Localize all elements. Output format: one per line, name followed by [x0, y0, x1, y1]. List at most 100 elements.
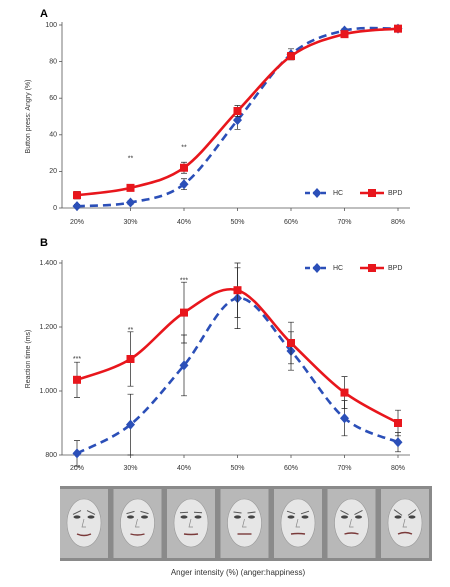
marker [73, 191, 81, 200]
mouth [344, 532, 359, 535]
mouth [397, 531, 413, 535]
x-tick-label: 20% [70, 465, 84, 472]
brow [407, 509, 417, 516]
y-tick-label: 1.000 [39, 388, 57, 395]
face [173, 498, 209, 548]
marker [180, 163, 188, 172]
eye [141, 515, 148, 519]
y-tick-label: 1.400 [39, 260, 57, 267]
marker [126, 419, 135, 430]
eye [234, 515, 241, 519]
marker [287, 339, 295, 347]
nose [81, 518, 86, 528]
brow [393, 509, 403, 516]
y-tick-label: 100 [45, 22, 57, 29]
eye [355, 515, 362, 519]
x-tick-label: 60% [284, 465, 298, 472]
nose [349, 518, 354, 528]
marker [73, 375, 81, 384]
significance-label: *** [180, 277, 188, 284]
marker [340, 30, 349, 39]
face [66, 498, 102, 548]
brow [126, 510, 135, 515]
brow [86, 510, 96, 515]
legend-label: HC [333, 190, 343, 197]
marker [233, 115, 242, 126]
marker [179, 360, 189, 371]
nose [295, 518, 300, 528]
nose [135, 518, 140, 528]
brow [300, 510, 310, 515]
brow [233, 511, 242, 514]
x-tick-label: 40% [177, 465, 191, 472]
significance-label: ** [181, 144, 187, 151]
mouth [76, 533, 92, 537]
legend-label: BPD [388, 190, 402, 197]
eye [287, 515, 295, 519]
y-tick-label: 800 [45, 452, 57, 459]
mouth [130, 533, 145, 536]
x-tick-label: 70% [337, 465, 351, 472]
marker [233, 107, 242, 116]
y-axis-label: Reaction time (ms) [25, 330, 32, 389]
x-tick-label: 40% [177, 219, 191, 226]
x-tick-label: 80% [391, 219, 405, 226]
brow [340, 509, 349, 516]
eye [127, 515, 134, 519]
mouth [183, 533, 199, 536]
y-axis-label: Button press: Angry (%) [25, 80, 32, 154]
mouth [290, 532, 306, 535]
marker [72, 448, 82, 459]
y-tick-label: 20 [49, 168, 57, 175]
marker [126, 355, 135, 363]
eye [194, 515, 202, 519]
marker [287, 52, 295, 61]
significance-label: *** [73, 356, 81, 363]
eye [408, 515, 416, 519]
brow [140, 510, 149, 515]
face [387, 498, 423, 548]
marker [126, 197, 135, 208]
significance-label: ** [128, 155, 134, 162]
marker [233, 286, 242, 295]
panel-label: B [40, 237, 48, 249]
x-tick-label: 30% [123, 465, 137, 472]
brow [354, 509, 363, 516]
y-tick-label: 60 [49, 95, 57, 102]
significance-label: ** [128, 327, 134, 334]
brow [72, 510, 82, 515]
marker [72, 201, 82, 212]
y-tick-label: 0 [53, 205, 57, 212]
face [227, 498, 262, 548]
x-tick-label: 50% [230, 465, 244, 472]
marker [180, 308, 188, 317]
face [120, 498, 155, 548]
brow [193, 511, 203, 514]
legend-marker [312, 263, 322, 273]
marker [393, 437, 403, 448]
x-tick-label: 20% [70, 219, 84, 226]
x-tick-label: 60% [284, 219, 298, 226]
marker [394, 24, 402, 33]
x-tick-label: 50% [230, 219, 244, 226]
face [280, 498, 316, 548]
marker [340, 388, 349, 397]
face [334, 498, 369, 548]
nose [402, 518, 407, 528]
marker [179, 179, 189, 190]
x-tick-label: 30% [123, 219, 137, 226]
y-tick-label: 80 [49, 58, 57, 65]
eye [73, 515, 81, 519]
eye [87, 515, 95, 519]
eye [301, 515, 309, 519]
eye [394, 515, 402, 519]
brow [179, 511, 189, 514]
legend-marker [312, 188, 322, 198]
marker [394, 419, 402, 427]
x-tick-label: 80% [391, 465, 405, 472]
legend-label: BPD [388, 265, 402, 272]
marker [340, 413, 349, 424]
nose [188, 518, 193, 528]
brow [247, 511, 256, 514]
legend-marker [368, 189, 376, 197]
